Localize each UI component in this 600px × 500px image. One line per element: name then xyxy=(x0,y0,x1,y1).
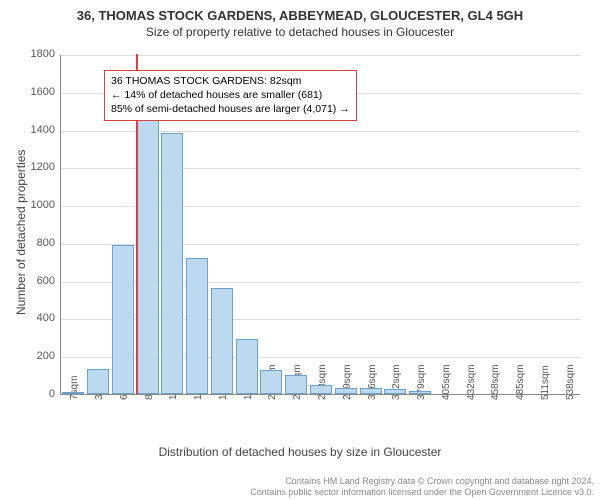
histogram-bar xyxy=(137,115,159,394)
x-tick-label: 352sqm xyxy=(391,364,402,400)
y-tick-label: 800 xyxy=(37,237,61,249)
y-tick-label: 0 xyxy=(49,388,61,400)
histogram-bar xyxy=(285,375,307,394)
x-tick-label: 299sqm xyxy=(342,364,353,400)
histogram-bar xyxy=(87,369,109,394)
footer-line-2: Contains public sector information licen… xyxy=(250,487,594,498)
footer-line-1: Contains HM Land Registry data © Crown c… xyxy=(250,476,594,487)
x-tick-label: 7sqm xyxy=(69,376,80,400)
histogram-bar xyxy=(310,385,332,394)
x-tick-label: 458sqm xyxy=(490,364,501,400)
gridline xyxy=(61,55,580,56)
chart-title: 36, THOMAS STOCK GARDENS, ABBEYMEAD, GLO… xyxy=(0,0,600,23)
histogram-chart: 36, THOMAS STOCK GARDENS, ABBEYMEAD, GLO… xyxy=(0,0,600,500)
histogram-bar xyxy=(409,391,431,394)
y-tick-label: 1200 xyxy=(31,161,61,173)
y-tick-label: 200 xyxy=(37,350,61,362)
y-tick-label: 400 xyxy=(37,312,61,324)
y-tick-label: 1600 xyxy=(31,86,61,98)
legend-line-3: 85% of semi-detached houses are larger (… xyxy=(111,102,350,116)
x-tick-label: 538sqm xyxy=(565,364,576,400)
y-tick-label: 1000 xyxy=(31,199,61,211)
legend-line-2: ← 14% of detached houses are smaller (68… xyxy=(111,88,350,102)
footer-attribution: Contains HM Land Registry data © Crown c… xyxy=(250,476,594,498)
y-tick-label: 600 xyxy=(37,275,61,287)
y-tick-label: 1800 xyxy=(31,48,61,60)
histogram-bar xyxy=(186,258,208,394)
x-tick-label: 511sqm xyxy=(540,365,551,400)
histogram-bar xyxy=(360,388,382,394)
x-tick-label: 485sqm xyxy=(515,364,526,400)
histogram-bar xyxy=(112,245,134,394)
y-axis-label: Number of detached properties xyxy=(14,150,28,315)
histogram-bar xyxy=(335,388,357,394)
legend-line-1: 36 THOMAS STOCK GARDENS: 82sqm xyxy=(111,74,350,88)
plot-area: 36 THOMAS STOCK GARDENS: 82sqm ← 14% of … xyxy=(60,55,580,395)
histogram-bar xyxy=(236,339,258,394)
x-tick-label: 326sqm xyxy=(367,364,378,400)
histogram-bar xyxy=(211,288,233,394)
histogram-bar xyxy=(260,370,282,394)
x-tick-label: 379sqm xyxy=(416,364,427,400)
histogram-bar xyxy=(161,133,183,394)
x-tick-label: 405sqm xyxy=(441,364,452,400)
x-tick-label: 273sqm xyxy=(317,364,328,400)
y-tick-label: 1400 xyxy=(31,124,61,136)
x-tick-label: 432sqm xyxy=(466,364,477,400)
histogram-bar xyxy=(62,392,84,394)
histogram-bar xyxy=(384,389,406,394)
legend-box: 36 THOMAS STOCK GARDENS: 82sqm ← 14% of … xyxy=(104,70,357,121)
chart-subtitle: Size of property relative to detached ho… xyxy=(0,23,600,39)
x-axis-label: Distribution of detached houses by size … xyxy=(0,445,600,459)
